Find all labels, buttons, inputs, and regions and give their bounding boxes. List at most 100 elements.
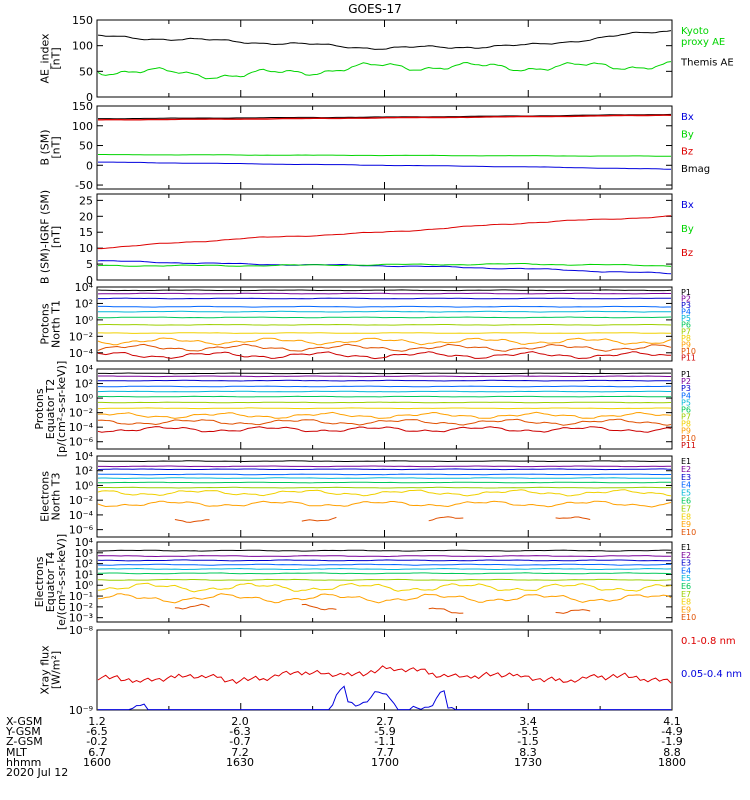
legend-item: P3 (681, 301, 691, 310)
flux-channel-10-line (428, 516, 464, 522)
legend-item: P5 (681, 314, 691, 323)
svg-text:Xray flux[W/m²]: Xray flux[W/m²] (39, 645, 63, 695)
legend-item: E2 (681, 551, 691, 560)
bx-diff-line (97, 260, 672, 275)
flux-channel-9-line (97, 500, 672, 508)
footer-value: -1.9 (661, 735, 682, 748)
y-tick-label: 150 (72, 100, 93, 113)
legend-item: P4 (681, 308, 691, 317)
legend-item: E5 (681, 489, 691, 498)
panel-7: 10⁴10³10²10¹10⁰10⁻¹10⁻²10⁻³ElectronsEqua… (33, 534, 696, 630)
flux-channel-1-line (98, 372, 671, 375)
flux-channel-10-line (301, 516, 337, 522)
legend-item: E6 (681, 582, 691, 591)
y-tick-label: 0 (86, 159, 93, 172)
flux-channel-6-line (97, 316, 672, 319)
flux-channel-10-line (174, 603, 210, 610)
by-diff-line (97, 263, 672, 267)
legend-item: E1 (681, 457, 691, 466)
legend-item: E8 (681, 598, 691, 607)
legend-item: E5 (681, 574, 691, 583)
legend-item: E10 (681, 528, 696, 537)
legend-item: P8 (681, 334, 691, 343)
flux-channel-8-line (97, 489, 672, 497)
legend-item: P7 (681, 413, 691, 422)
legend-item: P8 (681, 420, 691, 429)
footer-value: 1600 (83, 756, 111, 769)
footer-row-label: Y-GSM (5, 725, 41, 738)
flux-channel-7-line (98, 401, 672, 404)
flux-channel-1-line (97, 460, 672, 463)
flux-channel-3-line (98, 297, 671, 300)
legend-item: E6 (681, 497, 691, 506)
svg-text:B (SM)[nT]: B (SM)[nT] (39, 129, 63, 165)
xray-long-line (97, 665, 672, 684)
y-tick-label: 10⁴ (75, 536, 94, 549)
flux-channel-1-line (98, 549, 672, 552)
footer-value: -0.7 (229, 735, 250, 748)
footer-value: 4.1 (663, 715, 681, 728)
y-axis-label: ProtonsNorth T1 (39, 300, 63, 348)
y-tick-label: 10⁰ (75, 579, 94, 592)
y-axis-label: Xray flux[W/m²] (39, 645, 63, 695)
flux-channel-3-line (97, 379, 672, 382)
footer-value: -4.9 (661, 725, 682, 738)
panel-frame (96, 629, 673, 711)
legend-item: P1 (681, 288, 691, 297)
legend-item: P6 (681, 405, 691, 414)
flux-channel-4-line (98, 305, 671, 308)
y-tick-label: 10⁻⁹ (69, 704, 93, 717)
flux-channel-1-line (97, 289, 672, 292)
y-tick-label: 10⁻² (69, 407, 93, 420)
y-tick-label: 10² (75, 378, 93, 391)
y-tick-label: 10⁻² (69, 494, 93, 507)
flux-channel-8-line (98, 332, 672, 334)
bz-line (98, 114, 672, 121)
flux-channel-6-line (98, 572, 672, 575)
y-tick-label: 10⁻³ (69, 612, 93, 625)
footer-value: -1.1 (374, 735, 395, 748)
legend-item: By (681, 129, 694, 140)
y-tick-label: 100 (72, 120, 93, 133)
flux-channel-6-line (98, 481, 672, 484)
y-tick-label: 10⁻⁶ (69, 524, 94, 537)
legend-item: E3 (681, 473, 691, 482)
y-tick-label: 0 (86, 274, 93, 287)
flux-channel-10-line (174, 519, 210, 523)
flux-channel-11-line (97, 426, 672, 433)
footer-row-label: X-GSM (6, 715, 42, 728)
legend-item: P1 (681, 370, 691, 379)
y-tick-label: 50 (79, 140, 93, 153)
y-tick-label: 10¹ (75, 568, 93, 581)
flux-channel-2-line (97, 292, 671, 295)
flux-channel-5-line (97, 390, 671, 393)
footer-value: 1630 (226, 756, 254, 769)
footer-value: -5.5 (517, 725, 538, 738)
footer-value: -6.5 (86, 725, 107, 738)
flux-channel-4-line (98, 385, 672, 388)
y-tick-label: 10² (75, 465, 93, 478)
footer-value: 3.4 (519, 715, 537, 728)
svg-text:ElectronsEquator T4[e/(cm²-s-s: ElectronsEquator T4[e/(cm²-s-sr-keV)] (33, 534, 68, 630)
legend-item: E1 (681, 543, 691, 552)
legend-item: P9 (681, 427, 691, 436)
flux-channel-11-line (97, 351, 672, 360)
panel-frame (96, 193, 673, 281)
svg-text:ElectronsNorth T3: ElectronsNorth T3 (39, 471, 63, 522)
panel-3: 25 20 15 10 5 0 B (SM)-IGRF (SM)[nT] Bx By Bz (39, 190, 694, 287)
legend-item: P7 (681, 327, 691, 336)
flux-channel-9-line (97, 411, 672, 419)
footer-value: 1.2 (88, 715, 106, 728)
y-tick-label: 100 (72, 40, 93, 53)
footer-value: 8.8 (663, 746, 681, 759)
bmag-line (98, 113, 672, 120)
footer-value: -0.2 (86, 735, 107, 748)
legend-item: E7 (681, 504, 691, 513)
legend-item: E4 (681, 481, 691, 490)
footer-value: 6.7 (88, 746, 106, 759)
flux-channel-4-line (97, 473, 671, 476)
